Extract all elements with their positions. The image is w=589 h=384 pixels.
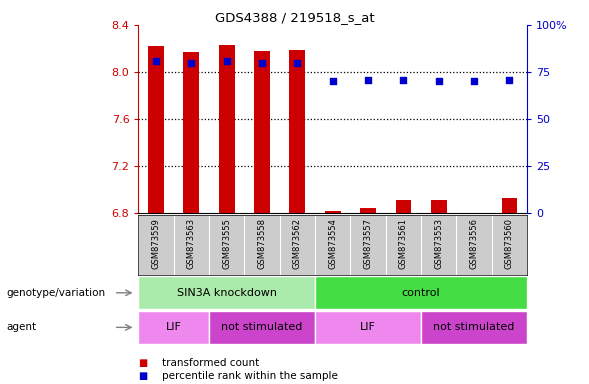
Bar [138, 311, 209, 344]
Bar [148, 46, 164, 213]
Text: GSM873561: GSM873561 [399, 218, 408, 269]
Text: genotype/variation: genotype/variation [6, 288, 105, 298]
Text: LIF: LIF [360, 322, 376, 333]
Point [151, 58, 161, 64]
Bar [466, 212, 482, 213]
Point [399, 76, 408, 83]
Point [257, 60, 267, 66]
Text: ■: ■ [138, 358, 148, 368]
Text: SIN3A knockdown: SIN3A knockdown [177, 288, 277, 298]
Bar [396, 200, 411, 213]
Bar [289, 50, 305, 213]
Point [187, 60, 196, 66]
Bar [183, 52, 199, 213]
Text: not stimulated: not stimulated [434, 322, 515, 333]
Bar [421, 311, 527, 344]
Text: control: control [402, 288, 441, 298]
Bar [209, 311, 315, 344]
Bar [254, 51, 270, 213]
Bar [431, 200, 446, 213]
Point [505, 76, 514, 83]
Bar [138, 276, 315, 309]
Bar [502, 198, 518, 213]
Text: percentile rank within the sample: percentile rank within the sample [162, 371, 338, 381]
Bar [315, 276, 527, 309]
Bar [219, 45, 234, 213]
Text: transformed count: transformed count [162, 358, 259, 368]
Text: GSM873560: GSM873560 [505, 218, 514, 269]
Text: GSM873563: GSM873563 [187, 218, 196, 269]
Text: not stimulated: not stimulated [221, 322, 303, 333]
Point [222, 58, 231, 64]
Text: GSM873554: GSM873554 [328, 218, 337, 269]
Text: GSM873557: GSM873557 [363, 218, 373, 269]
Point [363, 76, 373, 83]
Text: GSM873556: GSM873556 [469, 218, 479, 269]
Text: GSM873555: GSM873555 [222, 218, 231, 269]
Point [434, 78, 444, 84]
Text: LIF: LIF [166, 322, 181, 333]
Text: GSM873553: GSM873553 [434, 218, 444, 269]
Point [469, 78, 479, 84]
Bar [325, 211, 340, 213]
Bar [315, 311, 421, 344]
Bar [360, 208, 376, 213]
Text: agent: agent [6, 322, 36, 333]
Text: ■: ■ [138, 371, 148, 381]
Point [328, 78, 337, 84]
Text: GDS4388 / 219518_s_at: GDS4388 / 219518_s_at [214, 12, 375, 25]
Text: GSM873558: GSM873558 [257, 218, 267, 269]
Point [293, 60, 302, 66]
Text: GSM873562: GSM873562 [293, 218, 302, 269]
Text: GSM873559: GSM873559 [151, 218, 161, 269]
